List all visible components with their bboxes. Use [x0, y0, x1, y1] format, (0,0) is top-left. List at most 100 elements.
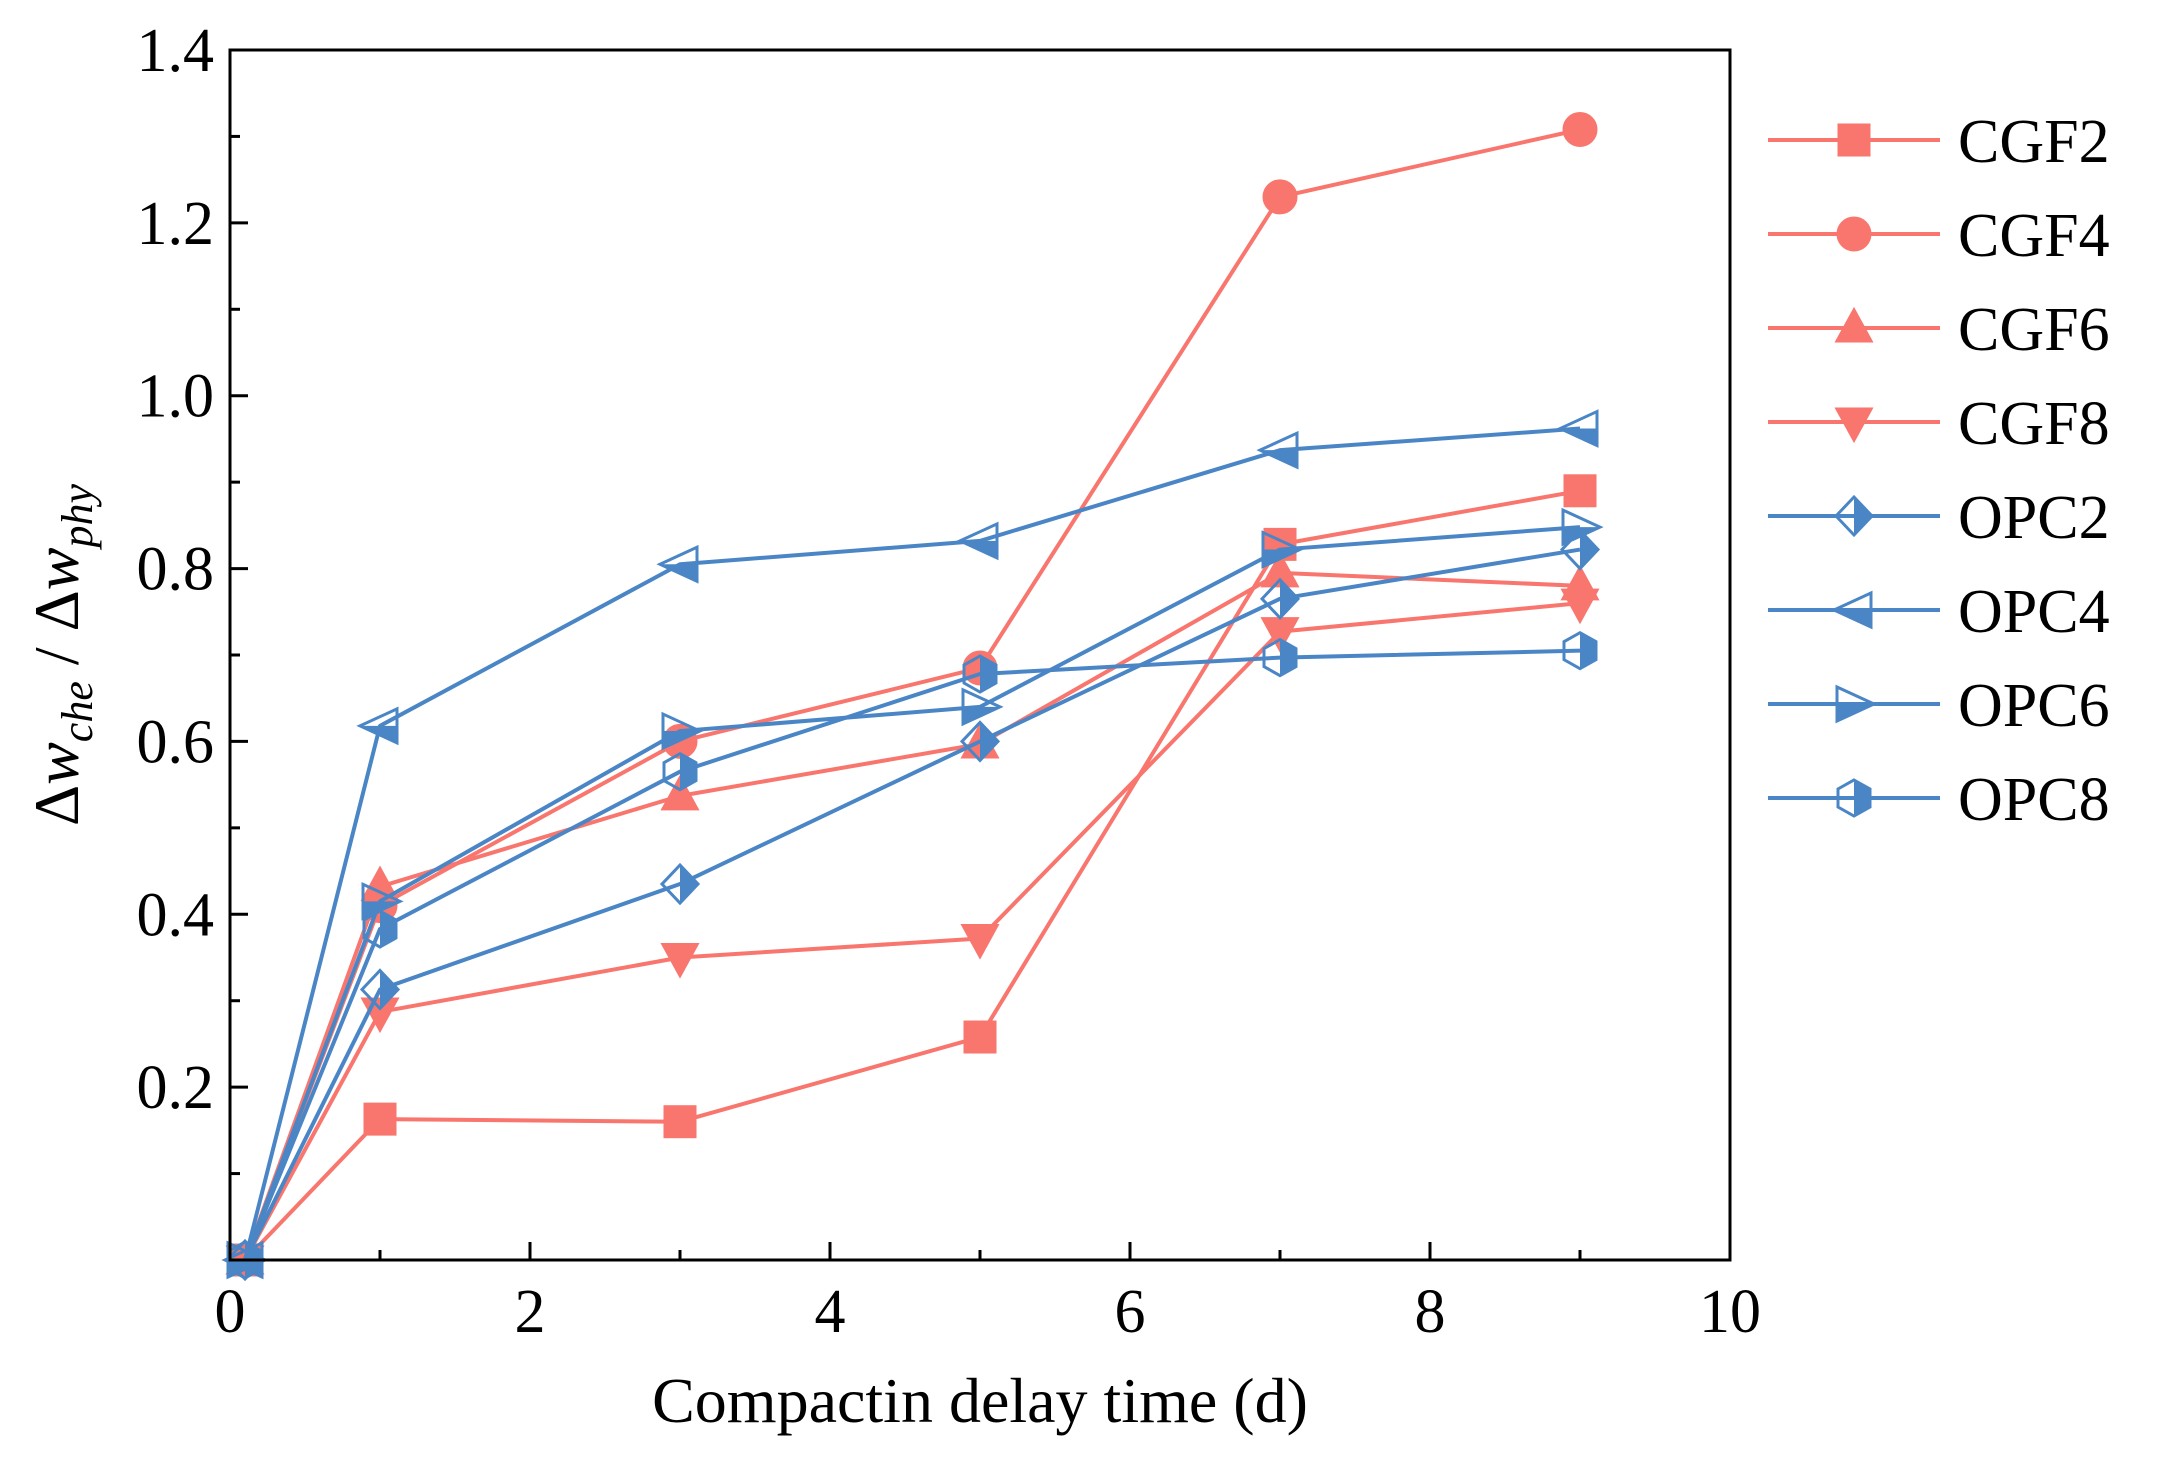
- y-tick-label: 1.0: [137, 363, 215, 431]
- data-point-opc8-fill: [980, 656, 996, 693]
- data-point-opc8-shape: [1262, 637, 1298, 678]
- x-tick-label: 6: [1115, 1278, 1146, 1346]
- data-point-opc4: [656, 544, 699, 584]
- data-point-opc4-shape: [1556, 409, 1599, 448]
- data-point-cgf2: [1563, 474, 1597, 508]
- series-line-opc8: [243, 648, 1581, 1261]
- data-point-opc6: [661, 711, 704, 751]
- x-tick-label: 0: [215, 1278, 246, 1346]
- legend-marker-cgf2-shape: [1837, 123, 1871, 157]
- legend-marker-opc8-fill: [1854, 780, 1870, 816]
- legend-marker-cgf2: [1837, 123, 1871, 157]
- series-line-cgf8: [243, 601, 1581, 1261]
- legend-label: OPC6: [1958, 672, 2110, 740]
- data-point-cgf8: [960, 923, 1000, 960]
- legend-label: CGF6: [1958, 296, 2110, 364]
- data-point-opc6-shape: [361, 881, 404, 921]
- y-tick-label: 0.4: [137, 881, 215, 949]
- data-point-opc8: [1562, 630, 1598, 671]
- data-point-opc2: [359, 968, 401, 1011]
- data-point-opc4: [956, 521, 999, 561]
- data-point-opc6: [961, 687, 1004, 727]
- data-point-opc4-shape: [356, 706, 399, 746]
- data-point-cgf2-shape: [363, 1102, 397, 1136]
- series-line-cgf6: [243, 570, 1581, 1261]
- data-point-opc2-shape: [1259, 577, 1301, 621]
- data-point-opc8-fill: [1580, 632, 1596, 669]
- data-point-opc8-shape: [362, 909, 398, 949]
- legend: CGF2 CGF4 CGF6 CGF8 OPC2 OPC4 OPC6 OPC8: [1768, 108, 2110, 834]
- data-point-opc4-shape: [656, 544, 699, 584]
- data-point-opc8: [1262, 637, 1298, 678]
- data-point-opc2-shape: [659, 862, 701, 906]
- data-point-opc6-shape: [1261, 530, 1304, 569]
- data-point-opc8: [962, 654, 998, 694]
- data-point-cgf8-shape: [1560, 588, 1600, 625]
- data-point-opc2: [659, 862, 701, 906]
- legend-item-cgf6: CGF6: [1768, 296, 2110, 364]
- y-tick-label: 0.8: [137, 536, 215, 604]
- data-point-opc8-fill: [1280, 639, 1296, 676]
- data-point-opc2-fill: [680, 865, 698, 904]
- data-point-opc8-fill: [680, 753, 696, 790]
- legend-marker-opc4: [1830, 590, 1873, 630]
- y-title-sub1: che: [53, 681, 102, 742]
- data-point-cgf8: [660, 943, 700, 979]
- legend-label: CGF2: [1958, 108, 2110, 176]
- y-tick-label: 0.2: [137, 1054, 215, 1122]
- legend-item-cgf4: CGF4: [1768, 202, 2110, 270]
- legend-marker-opc6: [1835, 684, 1878, 724]
- y-tick-label: 1.2: [137, 190, 215, 258]
- data-point-opc2-fill: [380, 970, 398, 1009]
- data-point-opc2-fill: [1580, 530, 1598, 569]
- data-point-cgf4-shape: [1262, 179, 1298, 215]
- legend-marker-cgf8-shape: [1834, 407, 1874, 444]
- legend-marker-opc8: [1836, 778, 1872, 818]
- y-tick-label: 1.4: [137, 17, 215, 85]
- data-point-cgf4: [1262, 179, 1298, 215]
- series-line-opc4: [243, 426, 1581, 1261]
- data-point-opc2-fill: [1280, 579, 1298, 618]
- legend-label: OPC4: [1958, 578, 2110, 646]
- y-title-slash: /: [21, 631, 92, 681]
- y-axis-title: Δwche / Δwphy: [21, 484, 102, 827]
- data-point-cgf2: [663, 1105, 697, 1139]
- data-point-cgf2-shape: [963, 1020, 997, 1054]
- data-point-cgf4-shape: [1562, 112, 1598, 148]
- data-point-opc2-shape: [359, 968, 401, 1011]
- data-point-opc8-shape: [662, 751, 698, 792]
- data-point-opc2-fill: [980, 722, 998, 761]
- x-axis-title: Compactin delay time (d): [652, 1365, 1308, 1436]
- legend-marker-cgf6: [1834, 306, 1874, 343]
- data-point-opc4: [1256, 430, 1299, 470]
- data-point-cgf6: [660, 774, 700, 811]
- legend-marker-opc2: [1833, 494, 1875, 538]
- data-point-opc4-shape: [1256, 430, 1299, 470]
- legend-label: OPC2: [1958, 484, 2110, 552]
- data-point-opc8-shape: [962, 654, 998, 694]
- data-point-cgf4: [1562, 112, 1598, 148]
- data-point-opc8-shape: [1562, 630, 1598, 671]
- x-tick-label: 8: [1415, 1278, 1446, 1346]
- legend-label: CGF8: [1958, 390, 2110, 458]
- data-point-opc6: [1261, 530, 1304, 569]
- data-point-cgf8: [1560, 588, 1600, 625]
- data-point-cgf8-shape: [660, 943, 700, 979]
- data-point-opc8: [662, 751, 698, 792]
- legend-item-opc4: OPC4: [1768, 578, 2110, 646]
- legend-marker-cgf4: [1836, 216, 1872, 252]
- legend-item-cgf2: CGF2: [1768, 108, 2110, 176]
- data-point-opc8: [362, 909, 398, 949]
- legend-marker-cgf6-shape: [1834, 306, 1874, 343]
- y-title-w1: w: [21, 742, 92, 785]
- series-layer: [221, 112, 1604, 1282]
- data-point-cgf2: [363, 1102, 397, 1136]
- legend-marker-opc2-fill: [1854, 497, 1872, 535]
- y-title-w2: w: [21, 547, 92, 590]
- legend-marker-opc6-shape: [1835, 684, 1878, 724]
- data-point-cgf8-shape: [960, 923, 1000, 960]
- series-line-opc6: [243, 525, 1581, 1261]
- y-title-delta1: Δ: [21, 785, 92, 826]
